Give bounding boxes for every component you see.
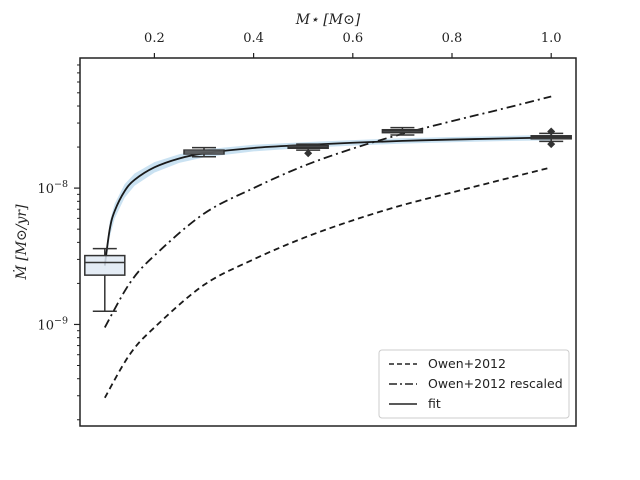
- series-line-owen-2012: [104, 166, 552, 399]
- x-tick-label: 0.2: [144, 31, 165, 46]
- legend-label-owen2012-rescaled: Owen+2012 rescaled: [428, 376, 563, 391]
- x-tick-label: 0.4: [243, 31, 264, 46]
- boxplot-outlier: [304, 149, 313, 158]
- boxplot: [530, 127, 572, 149]
- x-axis-label: M⋆ [M⊙]: [295, 12, 361, 28]
- boxplot: [84, 247, 126, 312]
- legend: Owen+2012 Owen+2012 rescaled fit: [378, 349, 570, 419]
- y-tick-label: 10−9: [37, 315, 68, 333]
- x-tick-label: 1.0: [541, 31, 562, 46]
- legend-label-fit: fit: [428, 396, 441, 411]
- y-axis-ticks: 10−9 10−8: [37, 64, 80, 421]
- x-tick-label: 0.6: [342, 31, 363, 46]
- legend-label-owen2012: Owen+2012: [428, 356, 506, 371]
- y-axis-label: Ṁ [M⊙/yr]: [12, 204, 30, 281]
- boxplot: [287, 143, 329, 158]
- boxplot-layer: [84, 126, 572, 312]
- boxplot: [381, 126, 424, 136]
- y-tick-label: 10−8: [37, 179, 68, 197]
- x-axis-ticks: 0.2 0.4 0.6 0.8 1.0: [144, 31, 562, 58]
- boxplot-outlier: [547, 127, 556, 136]
- x-tick-label: 0.8: [442, 31, 463, 46]
- boxplot: [183, 146, 225, 158]
- boxplot-outlier: [547, 140, 556, 149]
- legend-box: [378, 349, 570, 419]
- boxplot-box: [84, 254, 126, 276]
- series-line-owen-2012-rescaled: [104, 95, 552, 328]
